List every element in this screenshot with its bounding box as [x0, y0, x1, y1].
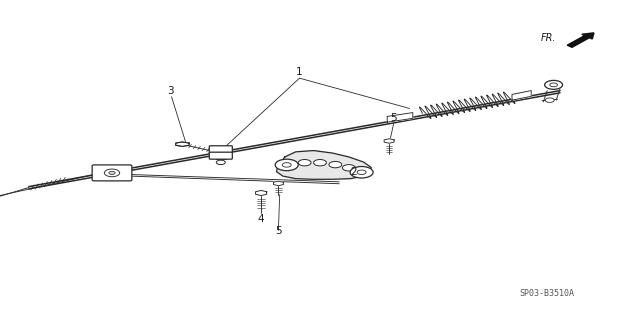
Text: 5: 5 [275, 226, 282, 236]
Circle shape [282, 163, 291, 167]
Text: 3: 3 [167, 86, 173, 96]
Text: 4: 4 [258, 214, 264, 224]
Text: FR.: FR. [541, 33, 556, 43]
Circle shape [357, 170, 366, 174]
Ellipse shape [100, 168, 111, 176]
FancyBboxPatch shape [209, 146, 232, 153]
Polygon shape [176, 142, 189, 146]
Circle shape [352, 169, 365, 175]
Circle shape [329, 161, 342, 168]
Circle shape [342, 165, 355, 171]
Circle shape [314, 160, 326, 166]
Circle shape [545, 80, 563, 89]
Polygon shape [387, 113, 413, 122]
Circle shape [104, 169, 120, 177]
Circle shape [109, 171, 115, 174]
Circle shape [275, 159, 298, 171]
Polygon shape [255, 190, 267, 196]
Polygon shape [276, 151, 371, 179]
Polygon shape [384, 139, 394, 143]
Polygon shape [273, 181, 284, 186]
Text: 1: 1 [296, 67, 303, 77]
FancyBboxPatch shape [209, 152, 232, 159]
FancyBboxPatch shape [92, 165, 132, 181]
Circle shape [550, 83, 557, 87]
FancyArrow shape [567, 33, 594, 47]
Text: 5: 5 [390, 113, 397, 123]
Circle shape [298, 160, 311, 166]
Circle shape [284, 162, 297, 168]
Text: SP03-B3510A: SP03-B3510A [520, 289, 575, 298]
Text: 2: 2 [351, 167, 357, 177]
Circle shape [545, 98, 554, 102]
Circle shape [216, 160, 225, 165]
Circle shape [350, 167, 373, 178]
Polygon shape [512, 91, 531, 100]
